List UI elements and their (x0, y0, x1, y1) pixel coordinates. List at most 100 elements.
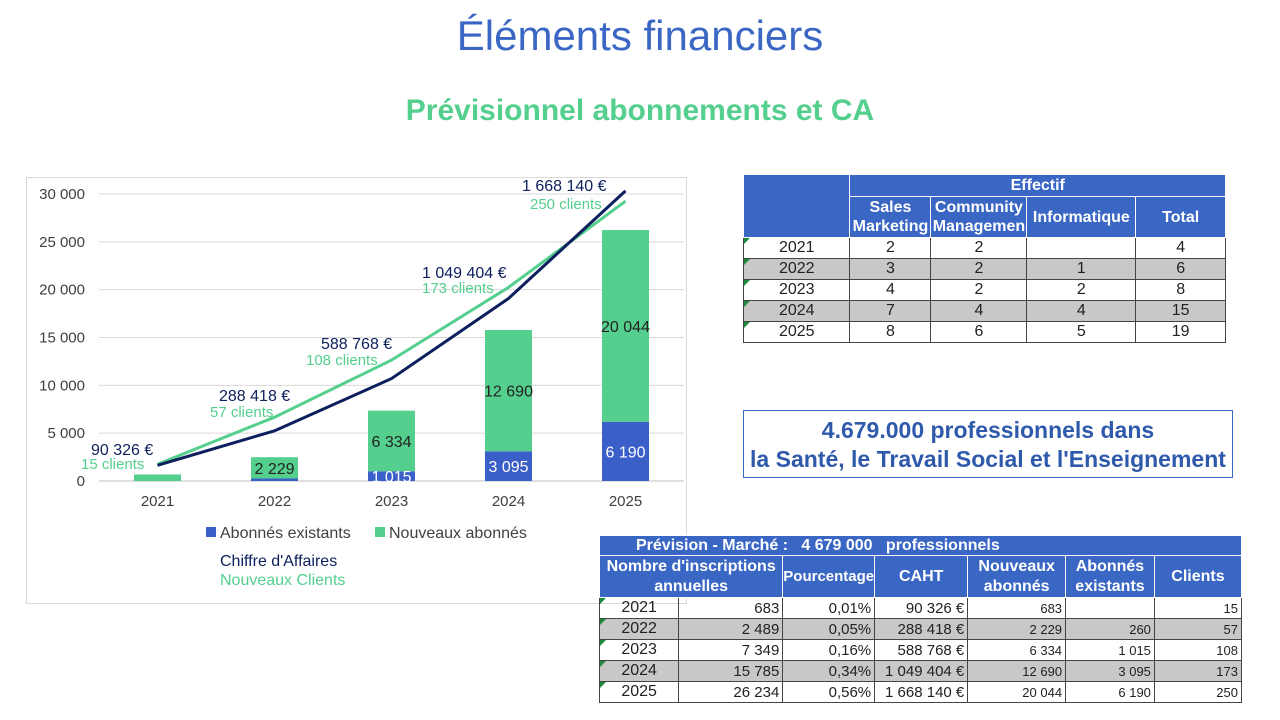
bar-existing (368, 471, 415, 481)
prev-pct: 0,56% (782, 681, 876, 703)
prev-caht: 1 668 140 € (874, 681, 969, 703)
prevision-row: 2021 683 0,01% 90 326 € 683 15 (598, 597, 1243, 619)
effectif-col-community: Community Managemen (930, 196, 1028, 238)
effectif-year: 2025 (742, 321, 851, 343)
bar-new (485, 329, 532, 452)
prev-nouveaux: 12 690 (967, 660, 1067, 682)
clients-label: 250 clients (530, 196, 602, 213)
page-title: Éléments financiers (456, 12, 824, 59)
prev-caht: 90 326 € (874, 597, 969, 619)
y-tick-label: 30 000 (39, 186, 85, 203)
x-tick-label: 2025 (609, 493, 642, 510)
prev-pct: 0,34% (782, 660, 876, 682)
ca-label: 588 768 € (321, 336, 392, 353)
effectif-row: 2021 2 2 4 (742, 237, 1226, 259)
bar-new (134, 474, 181, 481)
bar-new-label: 20 044 (601, 319, 650, 336)
prev-year: 2025 (598, 681, 680, 703)
prev-col-nouveaux: Nouveaux abonnés (967, 555, 1067, 598)
clients-label: 173 clients (422, 280, 494, 297)
effectif-row: 2022 3 2 1 6 (742, 258, 1226, 280)
prev-caht: 288 418 € (874, 618, 969, 640)
banner-unit: professionnels (885, 536, 1000, 554)
prevision-row: 2024 15 785 0,34% 1 049 404 € 12 690 3 0… (598, 660, 1243, 682)
prev-col-inscriptions: Nombre d'inscriptions annuelles (598, 555, 784, 598)
clients-label: 15 clients (81, 456, 144, 473)
prev-clients: 173 (1153, 660, 1243, 682)
effectif-community: 2 (930, 258, 1028, 280)
bar-new-label: 2 229 (254, 461, 294, 478)
prev-existants: 260 (1065, 618, 1155, 640)
page-subtitle: Prévisionnel abonnements et CA (405, 94, 875, 127)
effectif-total: 4 (1135, 237, 1226, 259)
prev-col-pct: Pourcentage (782, 555, 876, 598)
effectif-info: 2 (1026, 279, 1137, 301)
prev-existants: 1 015 (1065, 639, 1155, 661)
effectif-year: 2022 (742, 258, 851, 280)
effectif-total: 6 (1135, 258, 1226, 280)
line-nouveaux-clients (156, 199, 627, 466)
bar-new (368, 410, 415, 472)
bar-new (251, 457, 298, 479)
y-tick-label: 15 000 (39, 330, 85, 347)
ca-label: 90 326 € (91, 442, 153, 459)
banner-value: 4 679 000 (801, 536, 873, 554)
market-highlight-box: 4.679.000 professionnels dans la Santé, … (743, 410, 1233, 478)
bar-new (602, 230, 649, 422)
legend-label-ca: Chiffre d'Affaires (220, 553, 337, 570)
prev-inscriptions: 7 349 (678, 639, 784, 661)
effectif-sales: 3 (849, 258, 932, 280)
x-tick-label: 2021 (141, 493, 174, 510)
effectif-row: 2023 4 2 2 8 (742, 279, 1226, 301)
y-tick-label: 5 000 (47, 425, 85, 442)
effectif-row: 2024 7 4 4 15 (742, 300, 1226, 322)
prev-clients: 108 (1153, 639, 1243, 661)
effectif-sales: 4 (849, 279, 932, 301)
effectif-total: 8 (1135, 279, 1226, 301)
effectif-total: 15 (1135, 300, 1226, 322)
effectif-sales: 2 (849, 237, 932, 259)
bar-existing-label: 3 095 (488, 459, 528, 476)
prev-inscriptions: 683 (678, 597, 784, 619)
bar-existing (602, 421, 649, 481)
prevision-row: 2023 7 349 0,16% 588 768 € 6 334 1 015 1… (598, 639, 1243, 661)
prev-inscriptions: 26 234 (678, 681, 784, 703)
effectif-sales: 8 (849, 321, 932, 343)
effectif-col-info: Informatique (1026, 196, 1137, 238)
prev-caht: 1 049 404 € (874, 660, 969, 682)
prev-nouveaux: 2 229 (967, 618, 1067, 640)
prev-col-clients: Clients (1153, 555, 1243, 598)
effectif-community: 2 (930, 279, 1028, 301)
chart-svg: 0 5 000 10 000 15 000 20 000 25 000 30 000 2021… (39, 178, 684, 589)
y-tick-label: 0 (77, 473, 85, 490)
clients-label: 108 clients (306, 352, 378, 369)
prev-pct: 0,01% (782, 597, 876, 619)
prev-nouveaux: 6 334 (967, 639, 1067, 661)
bar-existing (485, 451, 532, 481)
prevision-banner: Prévision - Marché : 4 679 000 professio… (599, 535, 1242, 556)
effectif-community: 4 (930, 300, 1028, 322)
effectif-info: 4 (1026, 300, 1137, 322)
legend-swatch-existing (206, 527, 216, 537)
prevision-row: 2022 2 489 0,05% 288 418 € 2 229 260 57 (598, 618, 1243, 640)
prev-col-caht: CAHT (874, 555, 969, 598)
bar-existing-label: 6 190 (605, 444, 645, 461)
prevision-table: Prévision - Marché : 4 679 000 professio… (598, 535, 1243, 703)
legend-label-clients: Nouveaux Clients (220, 572, 345, 589)
prev-year: 2024 (598, 660, 680, 682)
subscriptions-chart: 0 5 000 10 000 15 000 20 000 25 000 30 000 2021… (26, 177, 687, 604)
effectif-info: 5 (1026, 321, 1137, 343)
legend-swatch-new (375, 527, 385, 537)
effectif-col-total: Total (1135, 196, 1226, 238)
prev-nouveaux: 20 044 (967, 681, 1067, 703)
prev-clients: 250 (1153, 681, 1243, 703)
bar-existing (251, 478, 298, 481)
prev-existants: 3 095 (1065, 660, 1155, 682)
y-tick-label: 20 000 (39, 282, 85, 299)
prev-pct: 0,05% (782, 618, 876, 640)
effectif-sales: 7 (849, 300, 932, 322)
prev-nouveaux: 683 (967, 597, 1067, 619)
clients-label: 57 clients (210, 404, 273, 421)
highlight-line-2: la Santé, le Travail Social et l'Enseign… (750, 446, 1226, 472)
effectif-year: 2023 (742, 279, 851, 301)
